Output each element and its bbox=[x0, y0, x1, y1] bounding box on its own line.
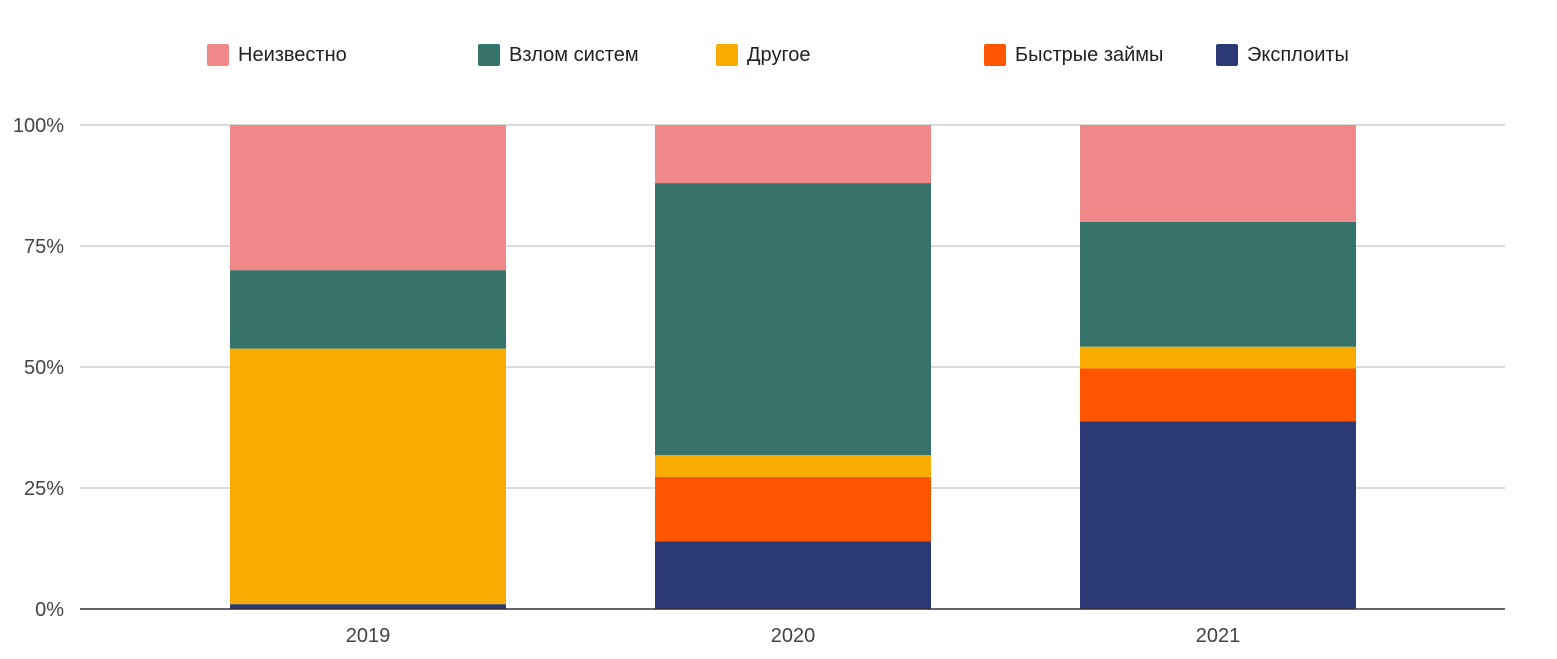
legend-swatch bbox=[207, 44, 229, 66]
legend-label: Эксплоиты bbox=[1247, 43, 1349, 66]
bar-segment bbox=[1080, 346, 1356, 369]
bar-segment bbox=[230, 348, 506, 605]
y-tick-label: 50% bbox=[24, 357, 64, 379]
bar-segment bbox=[230, 125, 506, 271]
y-tick-label: 100% bbox=[13, 115, 64, 137]
bar-segment bbox=[655, 541, 931, 609]
legend-item: Другое bbox=[716, 40, 811, 70]
legend-item: Взлом систем bbox=[478, 40, 639, 70]
x-tick-label: 2020 bbox=[771, 625, 816, 647]
bar-segment bbox=[230, 270, 506, 349]
legend-item: Эксплоиты bbox=[1216, 40, 1349, 70]
legend-swatch bbox=[478, 44, 500, 66]
legend: Неизвестно Взлом систем Другое Быстрые займ… bbox=[0, 40, 1557, 70]
legend-label: Неизвестно bbox=[238, 43, 347, 66]
legend-label: Быстрые займы bbox=[1015, 43, 1164, 66]
y-tick-label: 75% bbox=[24, 236, 64, 258]
y-tick-label: 0% bbox=[35, 599, 64, 621]
bar-segment bbox=[655, 125, 931, 184]
bar-segment bbox=[1080, 421, 1356, 609]
legend-item: Быстрые займы bbox=[984, 40, 1163, 70]
x-tick-label: 2021 bbox=[1196, 625, 1241, 647]
bar-segment bbox=[230, 604, 506, 609]
bar-segment bbox=[1080, 368, 1356, 422]
bar-segment bbox=[655, 476, 931, 542]
bar-segment bbox=[655, 183, 931, 456]
x-tick-label: 2019 bbox=[346, 625, 391, 647]
legend-swatch bbox=[984, 44, 1006, 66]
bar-segment bbox=[655, 455, 931, 477]
legend-label: Взлом систем bbox=[509, 43, 639, 66]
legend-label: Другое bbox=[747, 43, 811, 66]
bar-segment bbox=[1080, 221, 1356, 347]
legend-swatch bbox=[716, 44, 738, 66]
y-tick-label: 25% bbox=[24, 478, 64, 500]
legend-swatch bbox=[1216, 44, 1238, 66]
bar-segment bbox=[1080, 125, 1356, 222]
legend-item: Неизвестно bbox=[207, 40, 347, 70]
